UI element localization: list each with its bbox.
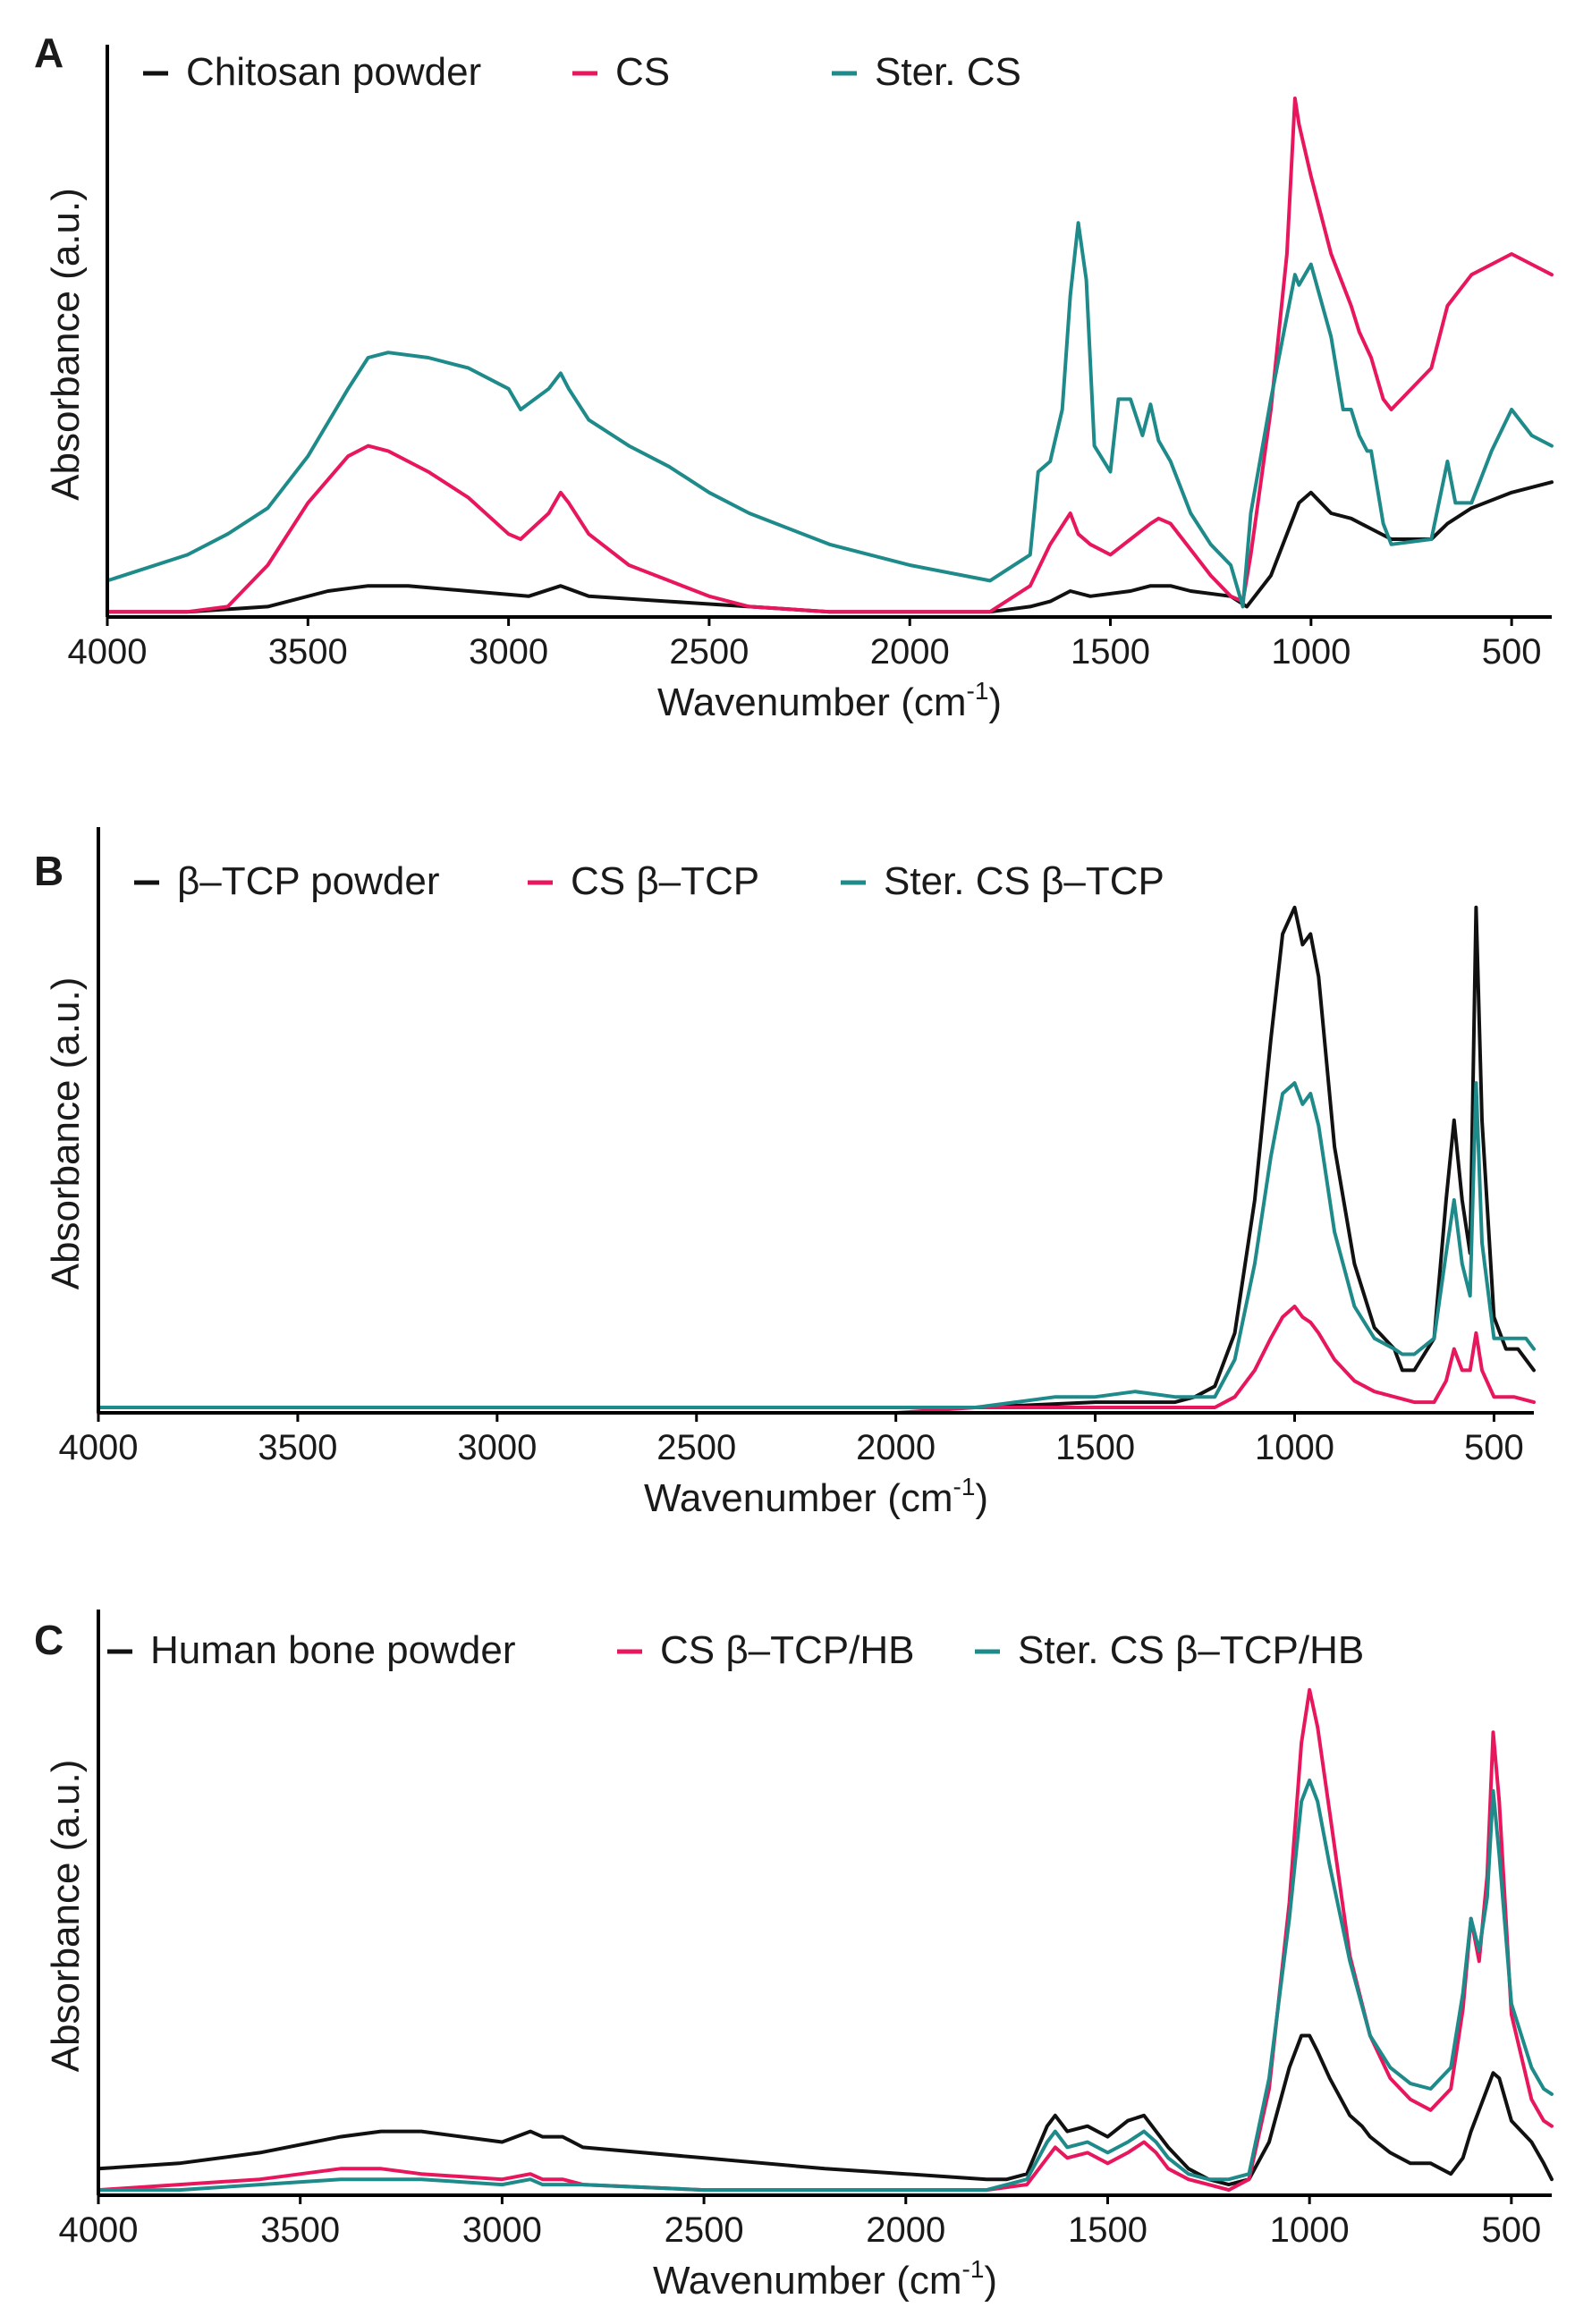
legend-label: Human bone powder xyxy=(150,1628,515,1672)
legend-label: Ster. CS xyxy=(875,50,1021,94)
x-axis-title-end: ) xyxy=(975,1476,988,1520)
x-tick-label: 1000 xyxy=(1271,632,1351,672)
x-axis-title: Wavenumber (cm-1) xyxy=(644,1473,988,1520)
x-tick-label: 3000 xyxy=(457,1428,537,1467)
x-tick-label: 1000 xyxy=(1270,2210,1350,2250)
x-axis-title-main: Wavenumber (cm xyxy=(657,680,967,724)
x-tick-label: 2000 xyxy=(866,2210,945,2250)
x-axis-title-end: ) xyxy=(988,680,1002,724)
legend-label: Ster. CS β–TCP xyxy=(884,859,1164,903)
x-tick-label: 1500 xyxy=(1068,2210,1147,2250)
legend-label: CS β–TCP/HB xyxy=(660,1628,914,1672)
x-tick-label: 500 xyxy=(1481,2210,1541,2250)
x-tick-label: 2500 xyxy=(665,2210,744,2250)
x-tick-label: 500 xyxy=(1464,1428,1524,1467)
legend-label: β–TCP powder xyxy=(177,859,440,903)
series-line-3 xyxy=(97,1778,1554,2193)
series-line-2 xyxy=(97,1687,1554,2193)
x-tick-label: 4000 xyxy=(59,1428,139,1467)
y-axis-title: Absorbance (a.u.) xyxy=(44,977,88,1290)
x-tick-label: 2500 xyxy=(669,632,749,672)
x-tick-label: 3500 xyxy=(258,1428,337,1467)
series-line-1 xyxy=(106,480,1554,614)
panel-a: A 4000 3500 3000 2500 2000 1500 1000 500 Wavenumb… xyxy=(34,30,1554,724)
x-axis-title: Wavenumber (cm-1) xyxy=(653,2255,997,2303)
series-line-2 xyxy=(106,97,1554,614)
panel-letter: A xyxy=(34,30,64,76)
y-axis-title: Absorbance (a.u.) xyxy=(44,188,88,501)
x-axis-title-sup: -1 xyxy=(967,677,989,705)
legend-label: Ster. CS β–TCP/HB xyxy=(1018,1628,1364,1672)
x-tick-label: 1500 xyxy=(1071,632,1150,672)
x-tick-label: 2000 xyxy=(856,1428,936,1467)
x-axis-title-main: Wavenumber (cm xyxy=(653,2259,962,2303)
series-line-3 xyxy=(106,221,1554,609)
x-axis-title: Wavenumber (cm-1) xyxy=(657,677,1002,724)
panel-b: B 4000 3500 3000 2500 2000 1500 1000 500 Wavenumb… xyxy=(34,827,1536,1520)
panel-letter: C xyxy=(34,1617,64,1663)
legend-label: Chitosan powder xyxy=(186,50,481,94)
x-tick-label: 500 xyxy=(1482,632,1542,672)
series-line-1 xyxy=(97,2033,1554,2187)
x-tick-label: 2500 xyxy=(656,1428,736,1467)
x-axis-title-sup: -1 xyxy=(953,1473,976,1500)
panel-c: C 4000 3500 3000 2500 2000 1500 1000 500 Wavenumb… xyxy=(34,1610,1554,2303)
x-tick-label: 3000 xyxy=(469,632,548,672)
series-line-3 xyxy=(97,1081,1536,1409)
series-line-2 xyxy=(97,1305,1536,1415)
y-axis-title: Absorbance (a.u.) xyxy=(44,1760,88,2073)
x-tick-label: 4000 xyxy=(59,2210,139,2250)
x-tick-label: 1000 xyxy=(1255,1428,1334,1467)
legend-label: CS xyxy=(615,50,670,94)
x-tick-label: 4000 xyxy=(68,632,148,672)
panel-letter: B xyxy=(34,848,64,894)
x-axis-title-main: Wavenumber (cm xyxy=(644,1476,953,1520)
x-tick-label: 3500 xyxy=(268,632,348,672)
legend-label: CS β–TCP xyxy=(571,859,759,903)
x-tick-label: 3000 xyxy=(462,2210,542,2250)
x-tick-label: 1500 xyxy=(1055,1428,1135,1467)
x-axis-title-end: ) xyxy=(984,2259,997,2303)
x-tick-label: 2000 xyxy=(870,632,950,672)
x-axis-title-sup: -1 xyxy=(962,2255,985,2283)
x-tick-label: 3500 xyxy=(260,2210,340,2250)
